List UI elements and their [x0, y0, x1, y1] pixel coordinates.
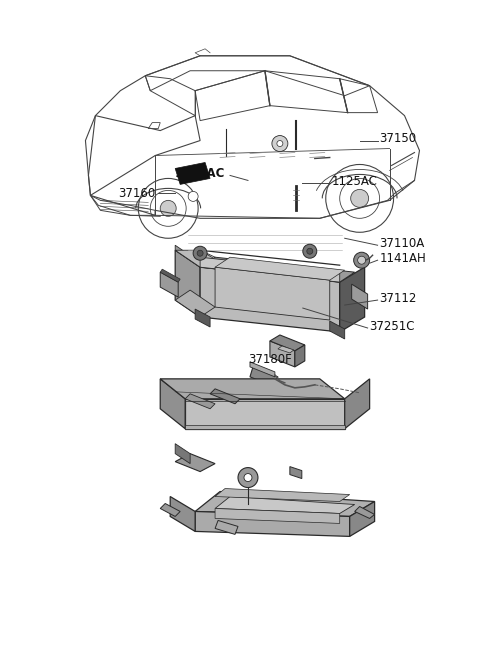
Text: 37112: 37112	[380, 292, 417, 305]
Polygon shape	[250, 362, 275, 377]
Polygon shape	[352, 284, 368, 309]
Circle shape	[277, 141, 283, 147]
Polygon shape	[215, 267, 330, 320]
Polygon shape	[195, 491, 374, 516]
Polygon shape	[170, 497, 195, 532]
Circle shape	[307, 248, 313, 254]
Circle shape	[354, 252, 370, 268]
Polygon shape	[270, 335, 305, 351]
Polygon shape	[175, 443, 190, 464]
Polygon shape	[340, 267, 365, 332]
Polygon shape	[160, 269, 180, 282]
Polygon shape	[330, 321, 345, 339]
Circle shape	[188, 191, 198, 201]
Polygon shape	[350, 501, 374, 536]
Polygon shape	[290, 466, 302, 478]
Polygon shape	[270, 341, 295, 367]
Text: 1327AC: 1327AC	[175, 167, 225, 180]
Polygon shape	[175, 250, 200, 317]
Text: 1125AC: 1125AC	[332, 175, 378, 188]
Polygon shape	[215, 257, 345, 280]
Circle shape	[358, 256, 366, 264]
Polygon shape	[200, 267, 340, 332]
Polygon shape	[215, 509, 340, 524]
Polygon shape	[200, 257, 355, 282]
Circle shape	[238, 468, 258, 487]
Text: 37180F: 37180F	[248, 353, 292, 367]
Circle shape	[160, 200, 176, 216]
Polygon shape	[210, 389, 240, 404]
Polygon shape	[175, 162, 210, 185]
Text: 37110A: 37110A	[380, 237, 425, 250]
Polygon shape	[215, 520, 238, 534]
Polygon shape	[160, 272, 178, 297]
Text: 37150: 37150	[380, 132, 417, 145]
Polygon shape	[160, 379, 345, 399]
Circle shape	[272, 135, 288, 152]
Polygon shape	[195, 309, 210, 327]
Polygon shape	[195, 511, 350, 536]
Polygon shape	[250, 367, 278, 387]
Circle shape	[351, 189, 369, 208]
Polygon shape	[175, 250, 225, 267]
Polygon shape	[215, 497, 355, 514]
Circle shape	[303, 244, 317, 258]
Polygon shape	[200, 257, 340, 282]
Polygon shape	[175, 453, 215, 472]
Polygon shape	[185, 399, 345, 429]
Polygon shape	[175, 290, 215, 317]
Polygon shape	[175, 245, 200, 267]
Polygon shape	[345, 379, 370, 429]
Polygon shape	[160, 379, 185, 429]
Polygon shape	[215, 489, 350, 501]
Circle shape	[193, 246, 207, 260]
Circle shape	[244, 474, 252, 482]
Polygon shape	[185, 424, 345, 429]
Circle shape	[197, 250, 203, 256]
Polygon shape	[278, 346, 294, 353]
Polygon shape	[295, 345, 305, 367]
Text: 37160: 37160	[118, 187, 155, 200]
Text: 1141AH: 1141AH	[380, 252, 426, 265]
Text: 37251C: 37251C	[370, 319, 415, 332]
Polygon shape	[355, 507, 374, 518]
Polygon shape	[160, 503, 180, 516]
Polygon shape	[185, 394, 215, 409]
